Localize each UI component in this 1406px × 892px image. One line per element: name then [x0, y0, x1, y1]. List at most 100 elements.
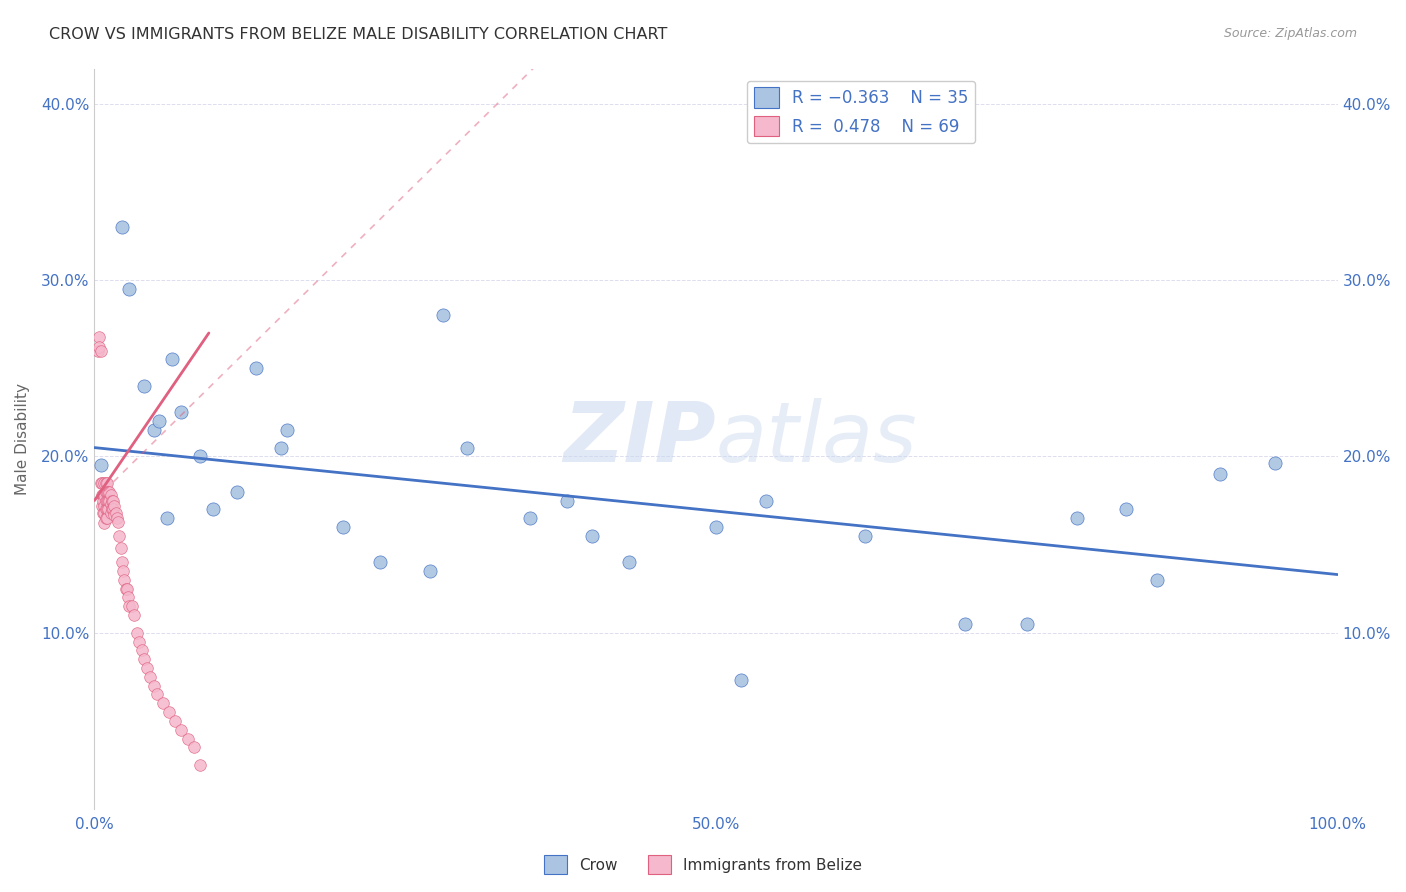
- Point: [90, 458, 112, 473]
- Point: [100, 497, 122, 511]
- Point: [101, 493, 124, 508]
- Point: [456, 441, 478, 455]
- Point: [103, 499, 125, 513]
- Point: [853, 529, 876, 543]
- Point: [139, 670, 162, 684]
- Point: [134, 652, 156, 666]
- Point: [170, 405, 193, 419]
- Point: [111, 220, 134, 235]
- Text: ZIP: ZIP: [564, 399, 716, 479]
- Point: [183, 740, 205, 755]
- Point: [94, 475, 117, 490]
- Text: CROW VS IMMIGRANTS FROM BELIZE MALE DISABILITY CORRELATION CHART: CROW VS IMMIGRANTS FROM BELIZE MALE DISA…: [49, 27, 668, 42]
- Point: [370, 555, 392, 569]
- Point: [93, 516, 115, 531]
- Point: [134, 379, 156, 393]
- Point: [143, 423, 166, 437]
- Legend: Crow, Immigrants from Belize: Crow, Immigrants from Belize: [537, 849, 869, 880]
- Point: [98, 484, 121, 499]
- Point: [101, 502, 124, 516]
- Point: [121, 599, 143, 614]
- Point: [107, 515, 129, 529]
- Point: [145, 688, 167, 702]
- Point: [953, 616, 976, 631]
- Point: [1015, 616, 1038, 631]
- Point: [111, 555, 134, 569]
- Point: [90, 475, 112, 490]
- Point: [101, 502, 124, 516]
- Point: [152, 696, 174, 710]
- Point: [104, 506, 127, 520]
- Point: [188, 758, 211, 772]
- Point: [91, 488, 114, 502]
- Point: [93, 475, 115, 490]
- Point: [90, 499, 112, 513]
- Point: [101, 493, 124, 508]
- Point: [704, 520, 727, 534]
- Point: [94, 484, 117, 499]
- Point: [1264, 457, 1286, 471]
- Point: [730, 673, 752, 688]
- Point: [160, 352, 183, 367]
- Point: [432, 309, 454, 323]
- Point: [96, 502, 118, 516]
- Point: [155, 511, 177, 525]
- Legend: R = −0.363    N = 35, R =  0.478    N = 69: R = −0.363 N = 35, R = 0.478 N = 69: [747, 80, 974, 143]
- Point: [96, 511, 118, 525]
- Point: [93, 506, 115, 520]
- Point: [96, 475, 118, 490]
- Point: [165, 714, 187, 728]
- Point: [245, 361, 267, 376]
- Point: [103, 508, 125, 522]
- Point: [108, 529, 131, 543]
- Point: [177, 731, 200, 746]
- Point: [100, 506, 122, 520]
- Point: [96, 493, 118, 508]
- Text: atlas: atlas: [716, 399, 918, 479]
- Point: [226, 484, 249, 499]
- Point: [110, 541, 132, 555]
- Point: [97, 493, 120, 508]
- Point: [105, 511, 128, 525]
- Point: [128, 634, 150, 648]
- Point: [332, 520, 354, 534]
- Point: [143, 679, 166, 693]
- Point: [96, 484, 118, 499]
- Point: [188, 450, 211, 464]
- Point: [90, 475, 112, 490]
- Point: [89, 340, 111, 354]
- Point: [115, 582, 138, 596]
- Point: [1066, 511, 1088, 525]
- Point: [1115, 502, 1137, 516]
- Point: [555, 493, 578, 508]
- Point: [125, 625, 148, 640]
- Point: [112, 564, 135, 578]
- Point: [148, 414, 170, 428]
- Point: [201, 502, 224, 516]
- Point: [94, 493, 117, 508]
- Point: [93, 488, 115, 502]
- Point: [118, 599, 141, 614]
- Point: [97, 484, 120, 499]
- Point: [97, 502, 120, 516]
- Point: [519, 511, 541, 525]
- Point: [581, 529, 603, 543]
- Point: [112, 573, 135, 587]
- Point: [91, 506, 114, 520]
- Point: [276, 423, 298, 437]
- Point: [270, 441, 292, 455]
- Point: [122, 608, 145, 623]
- Point: [135, 661, 157, 675]
- Point: [755, 493, 778, 508]
- Point: [93, 499, 115, 513]
- Point: [118, 282, 141, 296]
- Point: [100, 488, 122, 502]
- Point: [419, 564, 441, 578]
- Point: [117, 591, 139, 605]
- Point: [89, 329, 111, 343]
- Point: [1208, 467, 1230, 481]
- Point: [617, 555, 640, 569]
- Point: [1146, 573, 1168, 587]
- Point: [90, 343, 112, 358]
- Point: [114, 582, 136, 596]
